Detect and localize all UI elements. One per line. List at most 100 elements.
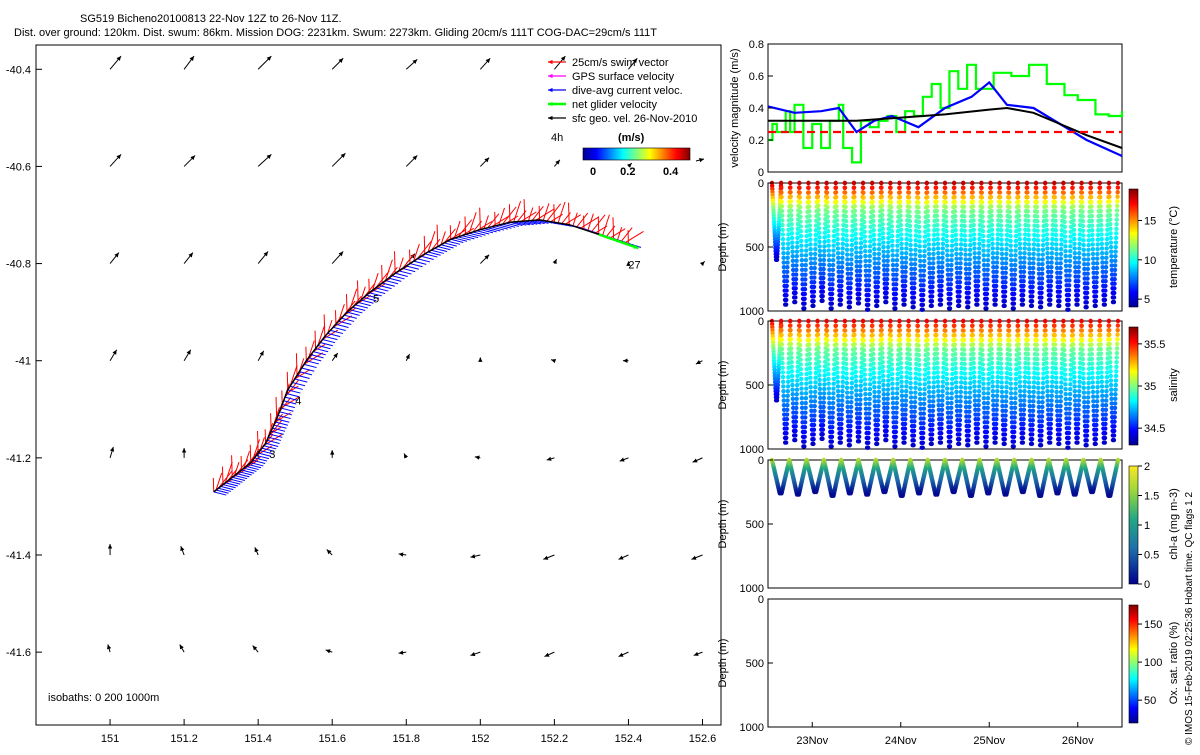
section-sample-point [806,186,810,190]
section-sample-point [1005,238,1009,242]
section-sample-point [1026,361,1030,365]
section-sample-point [1000,390,1004,394]
section-sample-point [781,384,785,388]
section-sample-point [1099,228,1103,232]
section-sample-point [864,402,868,406]
section-sample-point [895,391,899,395]
section-sample-point [1013,386,1017,390]
section-sample-point [926,347,930,351]
section-sample-point [858,259,862,263]
section-sample-point [911,443,915,447]
section-sample-point [945,372,949,376]
section-sample-point [913,262,917,266]
section-sample-point [981,234,985,238]
section-sample-point [1003,428,1007,432]
section-sample-point [1034,338,1038,342]
section-sample-point [1059,385,1063,389]
section-sample-point [1048,288,1052,292]
section-sample-point [813,376,817,380]
section-sample-point [1040,267,1044,271]
section-sample-point [966,300,970,304]
section-sample-point [1115,355,1119,359]
section-sample-point [1035,219,1039,223]
section-sample-point [1075,298,1079,302]
geo-vector-head [470,652,475,656]
section-sample-point [935,214,939,218]
swim-vector [588,214,594,231]
section-sample-point [1023,242,1027,246]
section-sample-point [1100,251,1104,255]
section-sample-point [977,251,981,255]
section-sample-point [922,407,926,411]
section-sample-point [852,323,856,327]
section-sample-point [989,338,993,342]
section-sample-point [875,428,879,432]
geo-vector [332,353,338,361]
section-sample-point [1026,214,1030,218]
section-sample-point [971,209,975,213]
section-sample-point [980,195,984,199]
section-sample-point [868,244,872,248]
section-sample-point [918,387,922,391]
section-sample-point [976,426,980,430]
legend-scale-arrow-head [699,158,704,162]
section-sample-point [843,343,847,347]
section-sample-point [930,290,934,294]
section-sample-point [790,365,794,369]
section-sample-point [1013,391,1017,395]
section-sample-point [945,234,949,238]
section-sample-point [782,260,786,264]
legend-entry-swatch [548,88,566,92]
section-sample-point [885,397,889,401]
section-sample-point [822,249,826,253]
section-sample-point [1036,238,1040,242]
section-sample-point [895,386,899,390]
section-sample-point [930,299,934,303]
section-sample-point [1098,319,1102,323]
section-sample-point [1039,286,1043,290]
section-sample-point [1007,181,1011,185]
section-sample-point [881,369,885,373]
section-sample-point [1075,440,1079,444]
section-sample-point [990,370,994,374]
section-sample-point [1049,279,1053,283]
section-sample-point [988,181,992,185]
section-sample-point [889,343,893,347]
section-sample-point [1086,381,1090,385]
geo-vector [475,456,481,460]
section-sample-point [1046,260,1050,264]
section-sample-point [843,190,847,194]
section-sample-point [817,235,821,239]
section-sample-point [1071,347,1075,351]
section-sample-point [912,419,916,423]
section-sample-point [1090,233,1094,237]
section-sample-point [862,215,866,219]
section-sample-point [922,264,926,268]
section-sample-point [970,328,974,332]
swim-vector [484,215,488,228]
geostrophic-vector-layer [107,56,705,657]
section-sample-point [1018,251,1022,255]
velocity-y-tick-label: 0.6 [749,71,764,83]
section-sample-point [1077,242,1081,246]
section-sample-point [852,181,856,185]
section-sample-point [1003,285,1007,289]
section-sample-point [872,238,876,242]
section-sample-point [894,425,898,429]
section-sample-point [893,435,897,439]
section-sample-point [862,225,866,229]
section-sample-point [854,250,858,254]
section-sample-point [895,248,899,252]
section-sample-point [849,405,853,409]
section-sample-point [1054,385,1058,389]
section-sample-point [890,224,894,228]
section-sample-point [982,391,986,395]
section-sample-point [1089,190,1093,194]
section-sample-point [868,249,872,253]
section-sample-point [1016,200,1020,204]
section-sample-point [949,272,953,276]
section-sample-point [831,494,835,498]
section-sample-point [961,324,965,328]
section-sample-point [803,277,807,281]
section-sample-point [921,303,925,307]
